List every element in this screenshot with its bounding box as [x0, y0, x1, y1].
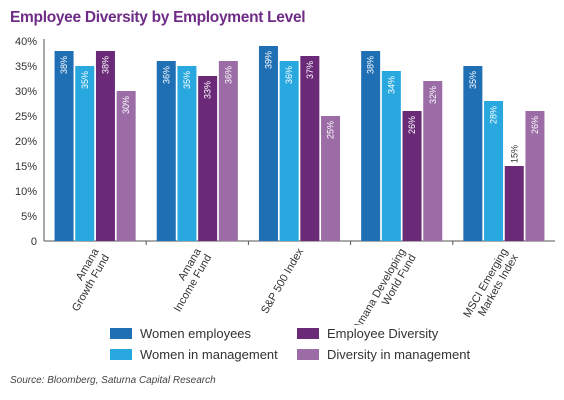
legend-item-women-in-management: Women in management — [110, 347, 278, 362]
legend-item-diversity-in-management: Diversity in management — [297, 347, 470, 362]
data-label: 34% — [386, 76, 396, 94]
bar — [177, 66, 197, 241]
bar — [402, 111, 422, 241]
bar — [279, 61, 299, 241]
data-label: 28% — [489, 106, 499, 124]
bar — [423, 81, 443, 241]
data-label: 30% — [121, 96, 131, 114]
bar — [504, 166, 524, 241]
legend-item-women-employees: Women employees — [110, 326, 251, 341]
bar — [463, 66, 483, 241]
legend-label: Women employees — [140, 326, 252, 341]
legend-swatch — [297, 328, 319, 339]
data-label: 38% — [59, 56, 69, 74]
x-tick-label: S&P 500 Index — [259, 246, 306, 316]
bar — [484, 101, 504, 241]
bar — [198, 76, 218, 241]
legend-swatch — [297, 349, 319, 360]
data-label: 36% — [223, 66, 233, 84]
data-label: 25% — [326, 121, 336, 139]
bar — [381, 71, 401, 241]
data-label: 33% — [203, 81, 213, 99]
bar — [525, 111, 545, 241]
bar — [300, 56, 320, 241]
data-label: 35% — [182, 71, 192, 89]
data-label: 36% — [161, 66, 171, 84]
y-tick-label: 35% — [15, 61, 37, 73]
legend-label: Women in management — [140, 347, 278, 362]
legend-swatch — [110, 349, 132, 360]
legend-swatch — [110, 328, 132, 339]
data-label: 32% — [428, 86, 438, 104]
chart-legend: Women employees Employee Diversity Women… — [0, 326, 564, 366]
y-tick-label: 20% — [15, 136, 37, 148]
data-label: 37% — [305, 61, 315, 79]
y-tick-label: 5% — [21, 211, 37, 223]
y-tick-label: 0 — [31, 236, 37, 248]
data-label: 36% — [284, 66, 294, 84]
bar — [95, 51, 115, 241]
bar — [258, 46, 278, 241]
bar — [361, 51, 381, 241]
y-tick-label: 40% — [15, 36, 37, 48]
bar — [156, 61, 176, 241]
bar — [54, 51, 74, 241]
bar — [321, 116, 341, 241]
y-tick-label: 25% — [15, 111, 37, 123]
data-label: 26% — [407, 116, 417, 134]
source-note: Source: Bloomberg, Saturna Capital Resea… — [10, 375, 216, 386]
data-label: 35% — [468, 71, 478, 89]
data-label: 15% — [509, 145, 519, 163]
y-tick-label: 15% — [15, 161, 37, 173]
y-tick-label: 10% — [15, 186, 37, 198]
legend-item-employee-diversity: Employee Diversity — [297, 326, 438, 341]
chart-title: Employee Diversity by Employment Level — [10, 9, 306, 26]
bar-chart: 05%10%15%20%25%30%35%40%38%35%38%30%Aman… — [15, 36, 555, 325]
legend-label: Employee Diversity — [327, 326, 439, 341]
bar — [75, 66, 95, 241]
data-label: 38% — [100, 56, 110, 74]
data-label: 39% — [263, 51, 273, 69]
legend-label: Diversity in management — [327, 347, 471, 362]
data-label: 26% — [530, 116, 540, 134]
bar — [218, 61, 238, 241]
data-label: 35% — [80, 71, 90, 89]
data-label: 38% — [366, 56, 376, 74]
bar — [116, 91, 136, 241]
y-tick-label: 30% — [15, 86, 37, 98]
